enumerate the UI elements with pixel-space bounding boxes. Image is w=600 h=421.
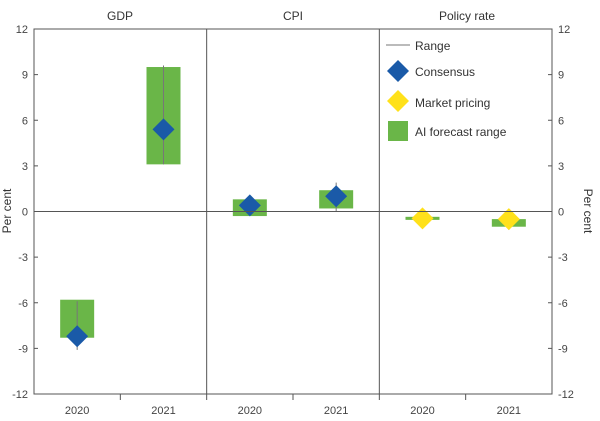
y-tick-label-right: 0 — [558, 207, 564, 219]
x-tick-label: 2021 — [497, 405, 521, 417]
y-tick-label-right: 9 — [558, 70, 564, 82]
legend-label-consensus: Consensus — [415, 65, 475, 79]
x-tick-label: 2021 — [324, 405, 348, 417]
y-tick-label-left: 12 — [16, 24, 28, 36]
y-tick-label-right: 3 — [558, 161, 564, 173]
panel-title-gdp: GDP — [107, 9, 133, 23]
y-tick-label-right: -3 — [558, 252, 568, 264]
y-tick-label-left: -9 — [18, 343, 28, 355]
market-pricing-diamond — [411, 207, 434, 230]
y-tick-label-right: 6 — [558, 115, 564, 127]
legend-market-pricing-swatch — [387, 90, 409, 112]
legend-ai-forecast-range-swatch — [388, 121, 408, 141]
consensus-diamond — [238, 194, 261, 217]
y-tick-label-left: 3 — [22, 161, 28, 173]
x-tick-label: 2020 — [410, 405, 434, 417]
y-axis-title-left: Per cent — [0, 188, 14, 233]
consensus-diamond — [325, 185, 348, 208]
consensus-diamond — [152, 118, 175, 141]
y-tick-label-left: 9 — [22, 70, 28, 82]
y-axis-title-right: Per cent — [581, 189, 595, 234]
y-tick-label-left: -3 — [18, 252, 28, 264]
y-tick-label-right: -12 — [558, 389, 574, 401]
y-tick-label-right: 12 — [558, 24, 570, 36]
y-tick-label-right: -9 — [558, 343, 568, 355]
market-pricing-diamond — [497, 208, 520, 231]
axes-layer: -12 -12 -9 -9 -6 -6 -3 -3 0 0 3 3 6 6 9 9 12 12 2020 2021 20… — [12, 24, 574, 417]
y-tick-label-left: -12 — [12, 389, 28, 401]
y-tick-label-left: -6 — [18, 298, 28, 310]
panel-title-cpi: CPI — [283, 9, 303, 23]
y-tick-label-right: -6 — [558, 298, 568, 310]
x-tick-label: 2020 — [238, 405, 262, 417]
legend-label-ai-forecast-range: AI forecast range — [415, 125, 507, 139]
y-tick-label-left: 6 — [22, 115, 28, 127]
consensus-diamond — [66, 325, 89, 348]
x-tick-label: 2020 — [65, 405, 89, 417]
legend-consensus-swatch — [387, 60, 409, 82]
x-tick-label: 2021 — [151, 405, 175, 417]
panel-title-policy-rate: Policy rate — [439, 9, 495, 23]
y-tick-label-left: 0 — [22, 207, 28, 219]
legend: Range Consensus Market pricing AI foreca… — [386, 39, 507, 141]
legend-label-market-pricing: Market pricing — [415, 96, 490, 110]
legend-label-range: Range — [415, 39, 451, 53]
